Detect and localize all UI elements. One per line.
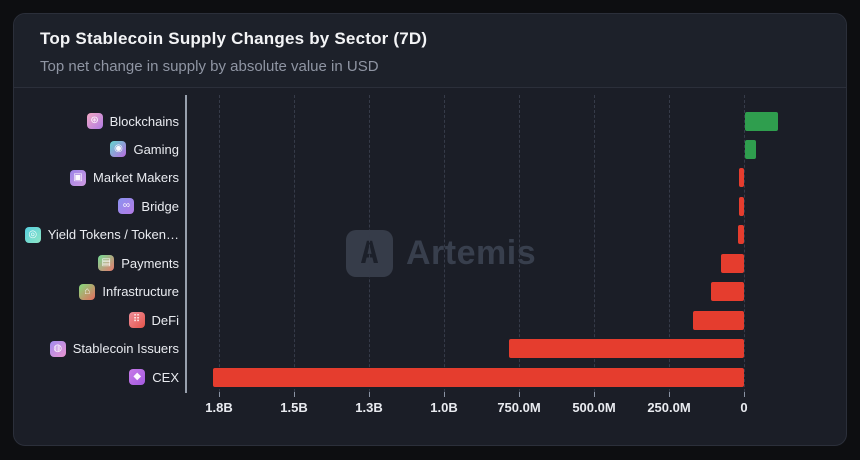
category-row: ⌂ Infrastructure <box>14 281 179 303</box>
category-label: Gaming <box>133 141 179 157</box>
artemis-watermark: A Artemis <box>346 230 536 277</box>
x-axis-tick-mark <box>744 392 745 397</box>
category-row: ⊛ Blockchains <box>14 110 179 132</box>
gridline <box>669 95 670 392</box>
category-row: ▣ Market Makers <box>14 167 179 189</box>
defi-icon: ⠿ <box>128 312 145 329</box>
category-row: ◍ Stablecoin Issuers <box>14 338 179 360</box>
gridline <box>519 95 520 392</box>
market-makers-icon: ▣ <box>70 169 87 186</box>
gridline <box>294 95 295 392</box>
bar-stablecoin-issuers[interactable] <box>508 339 744 359</box>
x-axis-tick-label: 250.0M <box>647 400 691 415</box>
gaming-icon: ◉ <box>110 141 127 158</box>
blockchains-icon: ⊛ <box>86 113 103 129</box>
category-label: Blockchains <box>109 113 179 129</box>
gridline <box>744 95 745 392</box>
chart-title: Top Stablecoin Supply Changes by Sector … <box>40 29 428 48</box>
x-axis-tick-label: 500.0M <box>572 400 616 415</box>
category-label: CEX <box>152 369 179 385</box>
cex-icon: ◆ <box>129 369 146 386</box>
infrastructure-icon: ⌂ <box>79 283 96 300</box>
x-axis-tick-label: 750.0M <box>497 400 541 415</box>
x-axis-tick-mark <box>369 392 370 397</box>
y-axis-line <box>185 95 187 393</box>
chart-card: Top Stablecoin Supply Changes by Sector … <box>13 13 847 446</box>
category-label: Yield Tokens / Token… <box>47 227 179 243</box>
x-axis-tick-label: 1.5B <box>280 400 308 415</box>
gridline <box>219 95 220 392</box>
gridline <box>444 95 445 392</box>
category-row: ◆ CEX <box>14 366 179 388</box>
category-row: ◎ Yield Tokens / Token… <box>14 224 179 246</box>
x-axis-tick-label: 1.8B <box>205 400 233 415</box>
category-label: Infrastructure <box>102 284 179 300</box>
x-axis-tick-mark <box>519 392 520 397</box>
bar-cex[interactable] <box>213 367 744 387</box>
chart-subtitle: Top net change in supply by absolute val… <box>40 58 379 75</box>
category-label: Stablecoin Issuers <box>72 341 179 357</box>
gridline <box>369 95 370 392</box>
category-row: ▤ Payments <box>14 252 179 274</box>
bar-bridge[interactable] <box>738 196 744 216</box>
bar-defi[interactable] <box>693 310 744 330</box>
payments-icon: ▤ <box>98 255 115 272</box>
x-axis-tick-mark <box>669 392 670 397</box>
x-axis-tick-mark <box>594 392 595 397</box>
watermark-text: Artemis <box>406 234 537 272</box>
x-axis-tick-mark <box>219 392 220 397</box>
category-row: ⠿ DeFi <box>14 309 179 331</box>
bar-gaming[interactable] <box>745 139 756 159</box>
x-axis-tick-label: 1.3B <box>355 400 383 415</box>
gridline <box>594 95 595 392</box>
x-axis-tick-mark <box>444 392 445 397</box>
stablecoin-issuers-icon: ◍ <box>49 340 66 357</box>
x-axis-tick-label: 0 <box>740 400 748 415</box>
bar-market-makers[interactable] <box>738 168 744 188</box>
category-row: ◉ Gaming <box>14 138 179 160</box>
bar-payments[interactable] <box>720 253 744 273</box>
category-label: Bridge <box>141 198 179 214</box>
x-axis-tick-label: 1.0B <box>430 400 458 415</box>
category-label: DeFi <box>151 312 179 328</box>
bar-infrastructure[interactable] <box>711 282 744 302</box>
yield-tokens-icon: ◎ <box>24 226 41 243</box>
category-row: ∞ Bridge <box>14 195 179 217</box>
category-label: Payments <box>121 255 179 271</box>
category-label: Market Makers <box>93 170 179 186</box>
bar-chart-plot-area: A Artemis 1.8B 1.5B 1.3B 1.0B 750.0M 500.0M 25… <box>14 88 846 445</box>
chart-header: Top Stablecoin Supply Changes by Sector … <box>14 14 846 88</box>
bridge-icon: ∞ <box>118 198 135 215</box>
bar-blockchains[interactable] <box>745 111 778 131</box>
x-axis-tick-mark <box>294 392 295 397</box>
bar-yield-tokens-token[interactable] <box>738 225 744 245</box>
